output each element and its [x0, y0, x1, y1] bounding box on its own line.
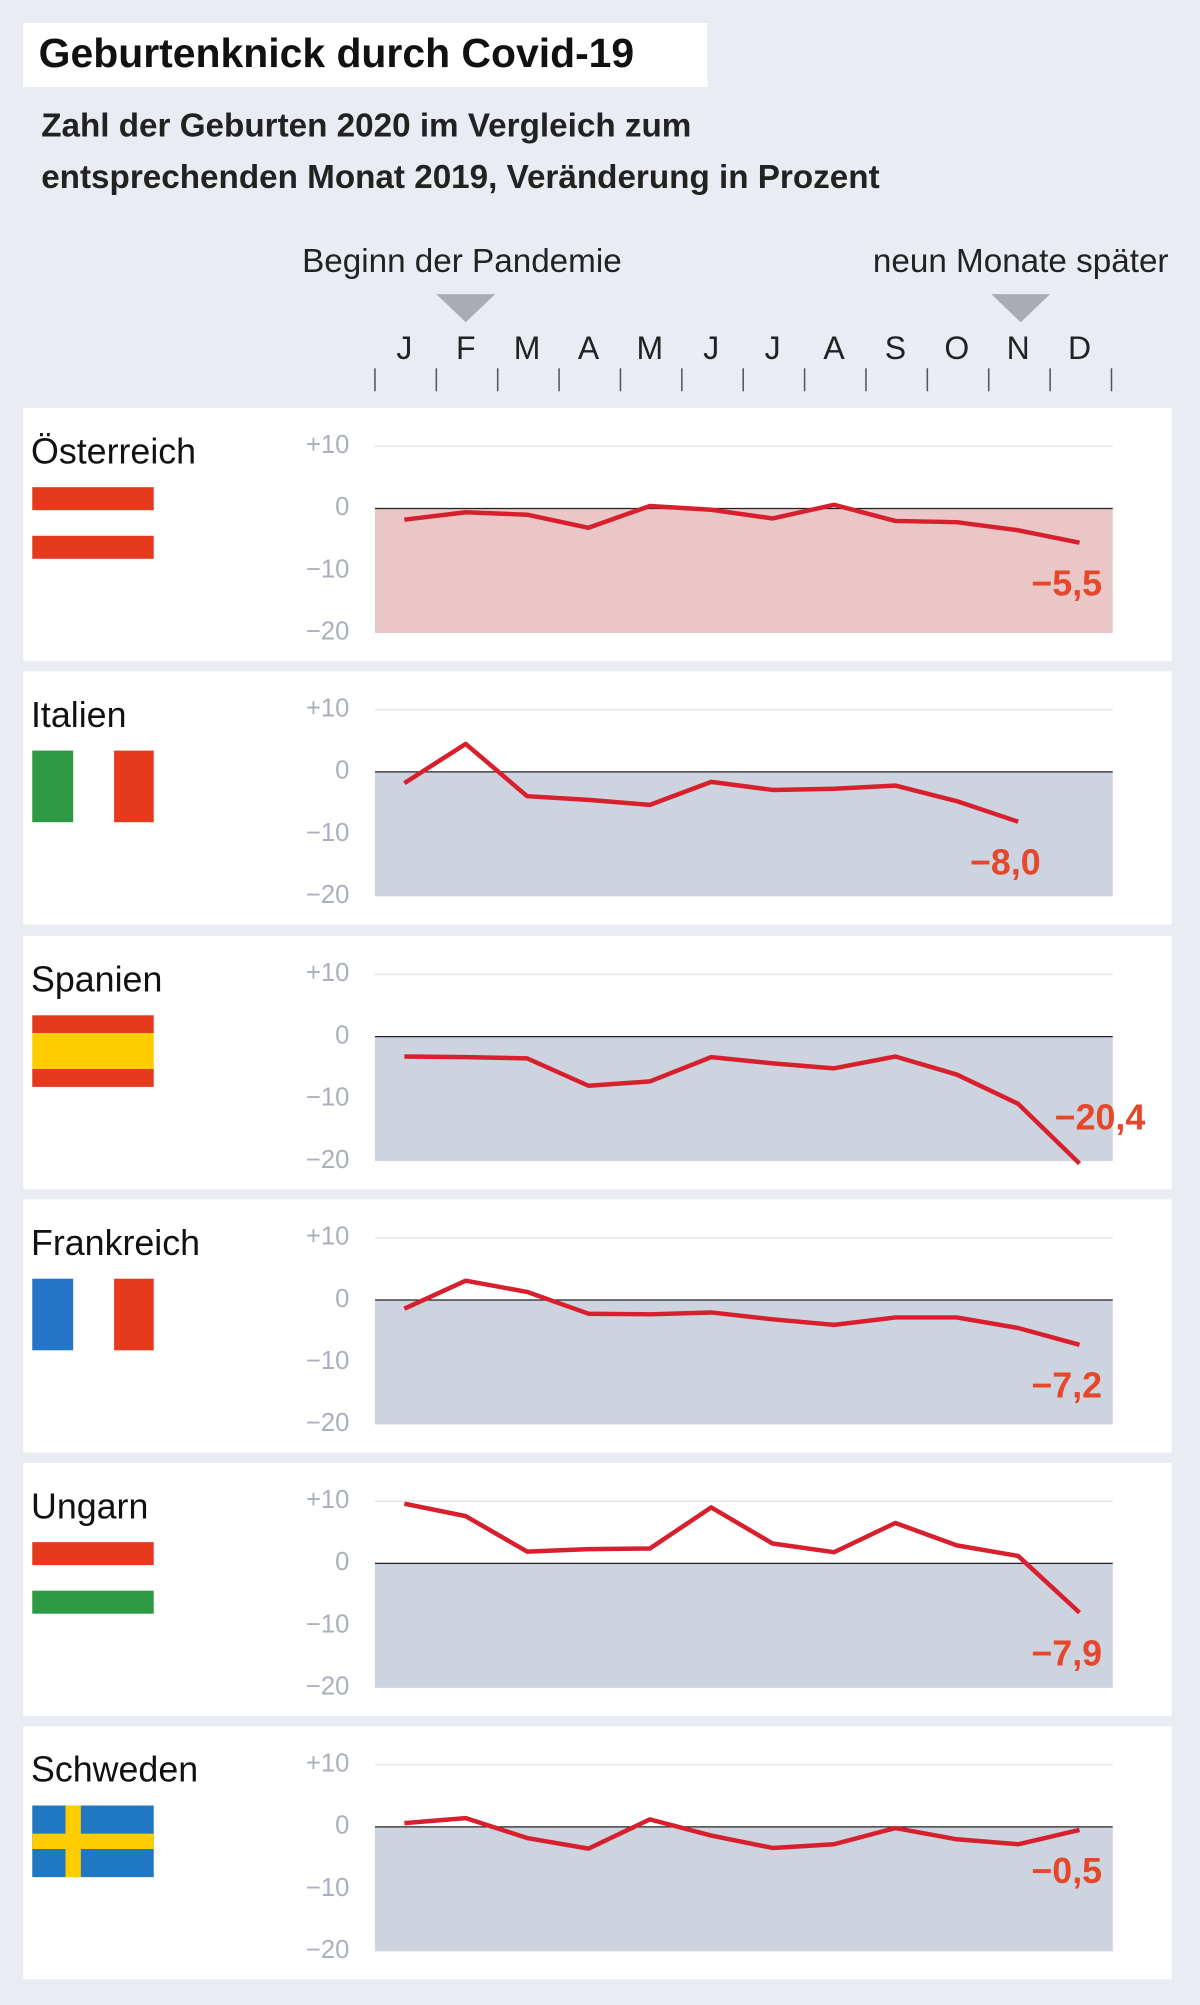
- x-tick-label: M: [514, 330, 541, 366]
- y-tick-label: 0: [335, 1548, 349, 1576]
- value-label: −5,5: [1031, 564, 1102, 604]
- y-tick-label: +10: [306, 1749, 349, 1777]
- y-tick-label: −10: [306, 1610, 349, 1638]
- x-tick-label: J: [396, 330, 412, 366]
- x-tick-label: M: [637, 330, 664, 366]
- annotation: Beginn der Pandemie: [302, 243, 622, 280]
- annotation-arrow: [991, 294, 1051, 323]
- y-tick-label: −10: [306, 555, 349, 583]
- flag-stripe: [32, 1033, 154, 1069]
- x-tick-label: J: [703, 330, 719, 366]
- x-tick-label: D: [1068, 330, 1091, 366]
- chart-title: Geburtenknick durch Covid-19: [39, 30, 635, 76]
- line: [404, 1054, 1082, 1166]
- y-tick-label: −10: [306, 1084, 349, 1112]
- y-tick-label: −10: [306, 819, 349, 847]
- y-tick-label: +10: [306, 1486, 349, 1514]
- flag-stripe: [32, 1590, 154, 1614]
- y-tick-label: 0: [335, 1021, 349, 1049]
- area-band: [374, 1036, 1113, 1162]
- title-box: [23, 23, 708, 87]
- value-label: −0,5: [1031, 1851, 1102, 1891]
- y-tick-label: −20: [306, 881, 349, 909]
- area-band: [374, 1563, 1113, 1688]
- y-tick-label: −20: [306, 618, 349, 646]
- annotation: neun Monate später: [873, 243, 1169, 280]
- value-label: −20,4: [1055, 1098, 1146, 1138]
- x-tick-label: J: [765, 330, 781, 366]
- flag-stripe: [32, 1068, 154, 1087]
- y-tick-label: −20: [306, 1936, 349, 1964]
- value-label: −7,9: [1031, 1634, 1102, 1674]
- area-band: [374, 1300, 1113, 1425]
- subtitle: entsprechenden Monat 2019, Veränderung i…: [41, 159, 879, 196]
- series-name: Frankreich: [31, 1223, 200, 1263]
- y-tick-label: 0: [335, 1285, 349, 1313]
- annotation-arrow: [436, 294, 496, 323]
- y-tick-label: +10: [306, 431, 349, 459]
- x-tick-label: N: [1007, 330, 1030, 366]
- y-tick-label: +10: [306, 959, 349, 987]
- area-band: [374, 1826, 1113, 1952]
- series-name: Schweden: [31, 1750, 198, 1790]
- flag-stripe: [32, 535, 154, 559]
- y-tick-label: 0: [335, 493, 349, 521]
- x-tick-label: A: [578, 330, 600, 366]
- y-tick-label: −20: [306, 1409, 349, 1437]
- flag-stripe: [32, 1015, 154, 1034]
- series-name: Spanien: [31, 959, 162, 999]
- y-tick-label: +10: [306, 1223, 349, 1251]
- line: [403, 1278, 1081, 1347]
- area-band: [374, 771, 1113, 897]
- series-name: Österreich: [31, 431, 196, 471]
- flag-stripe: [32, 487, 154, 511]
- y-tick-label: −10: [306, 1874, 349, 1902]
- y-tick-label: −20: [306, 1673, 349, 1701]
- line: [403, 1501, 1082, 1615]
- flag-stripe: [32, 750, 74, 823]
- x-tick-label: A: [823, 330, 845, 366]
- value-label: −7,2: [1031, 1366, 1102, 1406]
- flag-stripe: [32, 1833, 154, 1849]
- y-tick-label: 0: [335, 757, 349, 785]
- value-label: −8,0: [970, 843, 1041, 883]
- x-tick-label: S: [885, 330, 906, 366]
- flag-stripe: [32, 1542, 154, 1566]
- flag-stripe: [114, 750, 154, 823]
- line: [404, 502, 1080, 545]
- series-name: Ungarn: [31, 1486, 148, 1526]
- y-tick-label: +10: [306, 694, 349, 722]
- y-tick-label: 0: [335, 1812, 349, 1840]
- area-band: [374, 508, 1113, 633]
- flag-stripe: [32, 1278, 74, 1351]
- y-tick-label: −20: [306, 1146, 349, 1174]
- series-name: Italien: [31, 695, 127, 735]
- line: [404, 1815, 1081, 1851]
- flag-stripe: [114, 1278, 154, 1351]
- subtitle: Zahl der Geburten 2020 im Vergleich zum: [41, 108, 691, 145]
- y-tick-label: −10: [306, 1347, 349, 1375]
- x-tick-label: F: [456, 330, 476, 366]
- line: [403, 741, 1019, 824]
- x-tick-label: O: [944, 330, 969, 366]
